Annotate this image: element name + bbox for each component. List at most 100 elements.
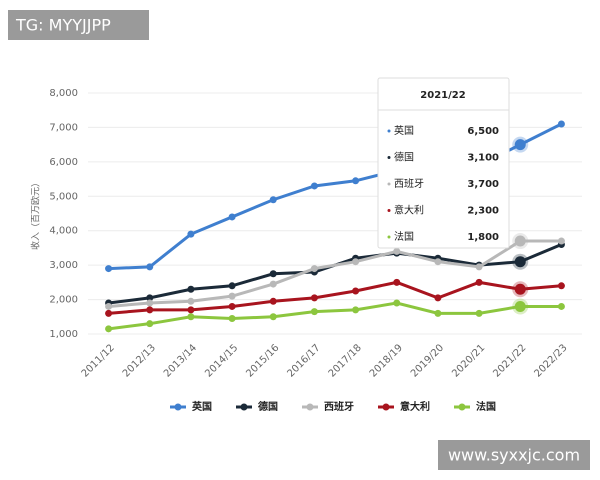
legend-label: 英国 xyxy=(191,400,212,413)
point xyxy=(514,256,526,268)
point xyxy=(393,299,401,307)
point xyxy=(105,265,113,273)
point xyxy=(105,309,113,317)
point xyxy=(352,287,360,295)
point xyxy=(434,309,442,317)
point xyxy=(228,292,236,300)
point xyxy=(146,294,154,302)
point xyxy=(310,294,318,302)
point xyxy=(352,177,360,185)
point xyxy=(146,263,154,271)
point xyxy=(228,315,236,323)
tooltip-title: 2021/22 xyxy=(420,90,465,101)
y-tick-label: 4,000 xyxy=(49,226,78,237)
point xyxy=(514,139,526,151)
point xyxy=(475,309,483,317)
watermark-box xyxy=(8,10,149,40)
x-tick-label: 2022/23 xyxy=(533,342,570,379)
point xyxy=(228,213,236,221)
y-tick-label: 3,000 xyxy=(49,260,78,271)
y-tick-label: 1,000 xyxy=(49,329,78,340)
tooltip-dot xyxy=(387,209,391,212)
point xyxy=(187,285,195,293)
point xyxy=(146,306,154,314)
point xyxy=(310,182,318,190)
tooltip-dot xyxy=(387,235,391,239)
x-tick-label: 2021/22 xyxy=(491,342,528,379)
y-tick-label: 5,000 xyxy=(49,191,78,202)
legend-marker xyxy=(458,403,466,411)
legend-label: 法国 xyxy=(476,400,496,413)
tooltip-value: 3,100 xyxy=(467,153,499,164)
point xyxy=(146,320,154,328)
point xyxy=(475,263,483,271)
x-tick-label: 2020/21 xyxy=(450,342,487,379)
point xyxy=(434,258,442,266)
point xyxy=(187,297,195,305)
legend-label: 西班牙 xyxy=(324,400,354,413)
point xyxy=(393,247,401,255)
legend-label: 意大利 xyxy=(400,400,430,413)
x-tick-label: 2017/18 xyxy=(327,342,364,379)
x-tick-label: 2018/19 xyxy=(368,342,405,379)
tooltip-name: 西班牙 xyxy=(394,178,424,190)
legend-marker xyxy=(382,403,390,411)
watermark-box xyxy=(438,440,590,470)
x-tick-label: 2013/14 xyxy=(162,342,199,379)
x-tick-label: 2019/20 xyxy=(409,342,446,379)
point xyxy=(187,313,195,321)
point xyxy=(228,282,236,290)
tooltip-name: 英国 xyxy=(394,124,414,137)
tooltip-value: 6,500 xyxy=(467,126,499,137)
x-tick-label: 2016/17 xyxy=(286,342,323,379)
x-tick-label: 2012/13 xyxy=(121,342,158,379)
point xyxy=(393,278,401,286)
y-tick-label: 2,000 xyxy=(49,295,78,306)
series-line xyxy=(108,239,562,308)
series-line xyxy=(108,301,562,331)
y-tick-label: 7,000 xyxy=(49,122,78,133)
tooltip: 2021/22 英国 6,500 德国 3,100 西班牙 3,700 意大利 2,300 法国 1… xyxy=(377,77,510,249)
point xyxy=(514,235,526,247)
point xyxy=(269,270,277,278)
tooltip-box xyxy=(377,77,510,249)
point xyxy=(514,283,526,295)
point xyxy=(269,196,277,204)
watermark: TG: MYYJJPP xyxy=(15,16,111,35)
x-tick-label: 2011/12 xyxy=(80,342,117,379)
tooltip-name: 意大利 xyxy=(394,204,424,217)
tooltip-value: 3,700 xyxy=(467,179,499,190)
point xyxy=(514,300,526,312)
legend-marker xyxy=(174,403,182,411)
point xyxy=(352,306,360,314)
point xyxy=(105,325,113,333)
tooltip-value: 1,800 xyxy=(467,232,499,243)
watermark: www.syxxjc.com xyxy=(448,446,580,465)
point xyxy=(557,282,565,290)
y-axis-label: 收入（百万欧元） xyxy=(30,178,42,250)
y-tick-label: 8,000 xyxy=(49,88,78,99)
point xyxy=(228,302,236,310)
point xyxy=(434,294,442,302)
tooltip-name: 德国 xyxy=(394,151,414,164)
tooltip-dot xyxy=(387,129,391,133)
tooltip-name: 法国 xyxy=(394,230,414,243)
point xyxy=(187,230,195,238)
point xyxy=(187,306,195,314)
point xyxy=(310,265,318,273)
point xyxy=(269,297,277,305)
point xyxy=(475,278,483,286)
series-line xyxy=(108,280,562,315)
point xyxy=(269,280,277,288)
point xyxy=(105,302,113,310)
tooltip-value: 2,300 xyxy=(467,206,499,217)
legend-marker xyxy=(240,403,248,411)
point xyxy=(310,308,318,316)
legend-marker xyxy=(306,403,314,411)
y-tick-label: 6,000 xyxy=(49,157,78,168)
point xyxy=(557,302,565,310)
point xyxy=(557,120,565,128)
point xyxy=(557,237,565,245)
